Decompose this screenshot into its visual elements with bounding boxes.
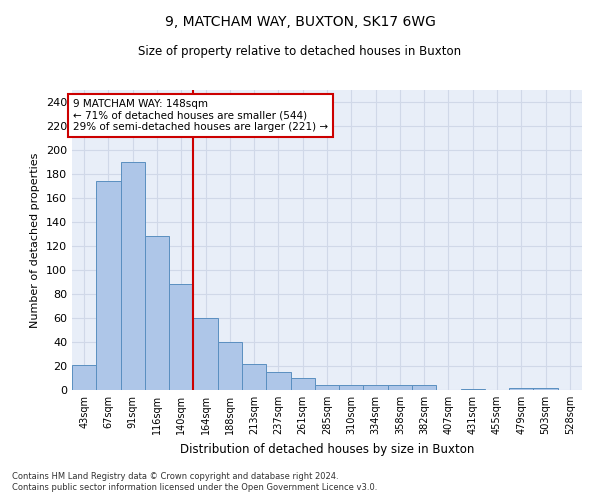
Bar xyxy=(121,162,145,390)
Bar xyxy=(290,378,315,390)
Bar xyxy=(169,284,193,390)
Bar xyxy=(266,372,290,390)
Bar xyxy=(218,342,242,390)
X-axis label: Distribution of detached houses by size in Buxton: Distribution of detached houses by size … xyxy=(180,442,474,456)
Bar xyxy=(412,385,436,390)
Text: 9, MATCHAM WAY, BUXTON, SK17 6WG: 9, MATCHAM WAY, BUXTON, SK17 6WG xyxy=(164,15,436,29)
Bar xyxy=(339,385,364,390)
Bar xyxy=(509,388,533,390)
Text: Contains public sector information licensed under the Open Government Licence v3: Contains public sector information licen… xyxy=(12,484,377,492)
Text: 9 MATCHAM WAY: 148sqm
← 71% of detached houses are smaller (544)
29% of semi-det: 9 MATCHAM WAY: 148sqm ← 71% of detached … xyxy=(73,99,328,132)
Text: Contains HM Land Registry data © Crown copyright and database right 2024.: Contains HM Land Registry data © Crown c… xyxy=(12,472,338,481)
Bar xyxy=(533,388,558,390)
Bar xyxy=(72,365,96,390)
Bar xyxy=(461,389,485,390)
Bar xyxy=(364,385,388,390)
Bar xyxy=(193,318,218,390)
Bar xyxy=(242,364,266,390)
Y-axis label: Number of detached properties: Number of detached properties xyxy=(31,152,40,328)
Text: Size of property relative to detached houses in Buxton: Size of property relative to detached ho… xyxy=(139,45,461,58)
Bar xyxy=(145,236,169,390)
Bar xyxy=(315,385,339,390)
Bar xyxy=(96,181,121,390)
Bar xyxy=(388,385,412,390)
